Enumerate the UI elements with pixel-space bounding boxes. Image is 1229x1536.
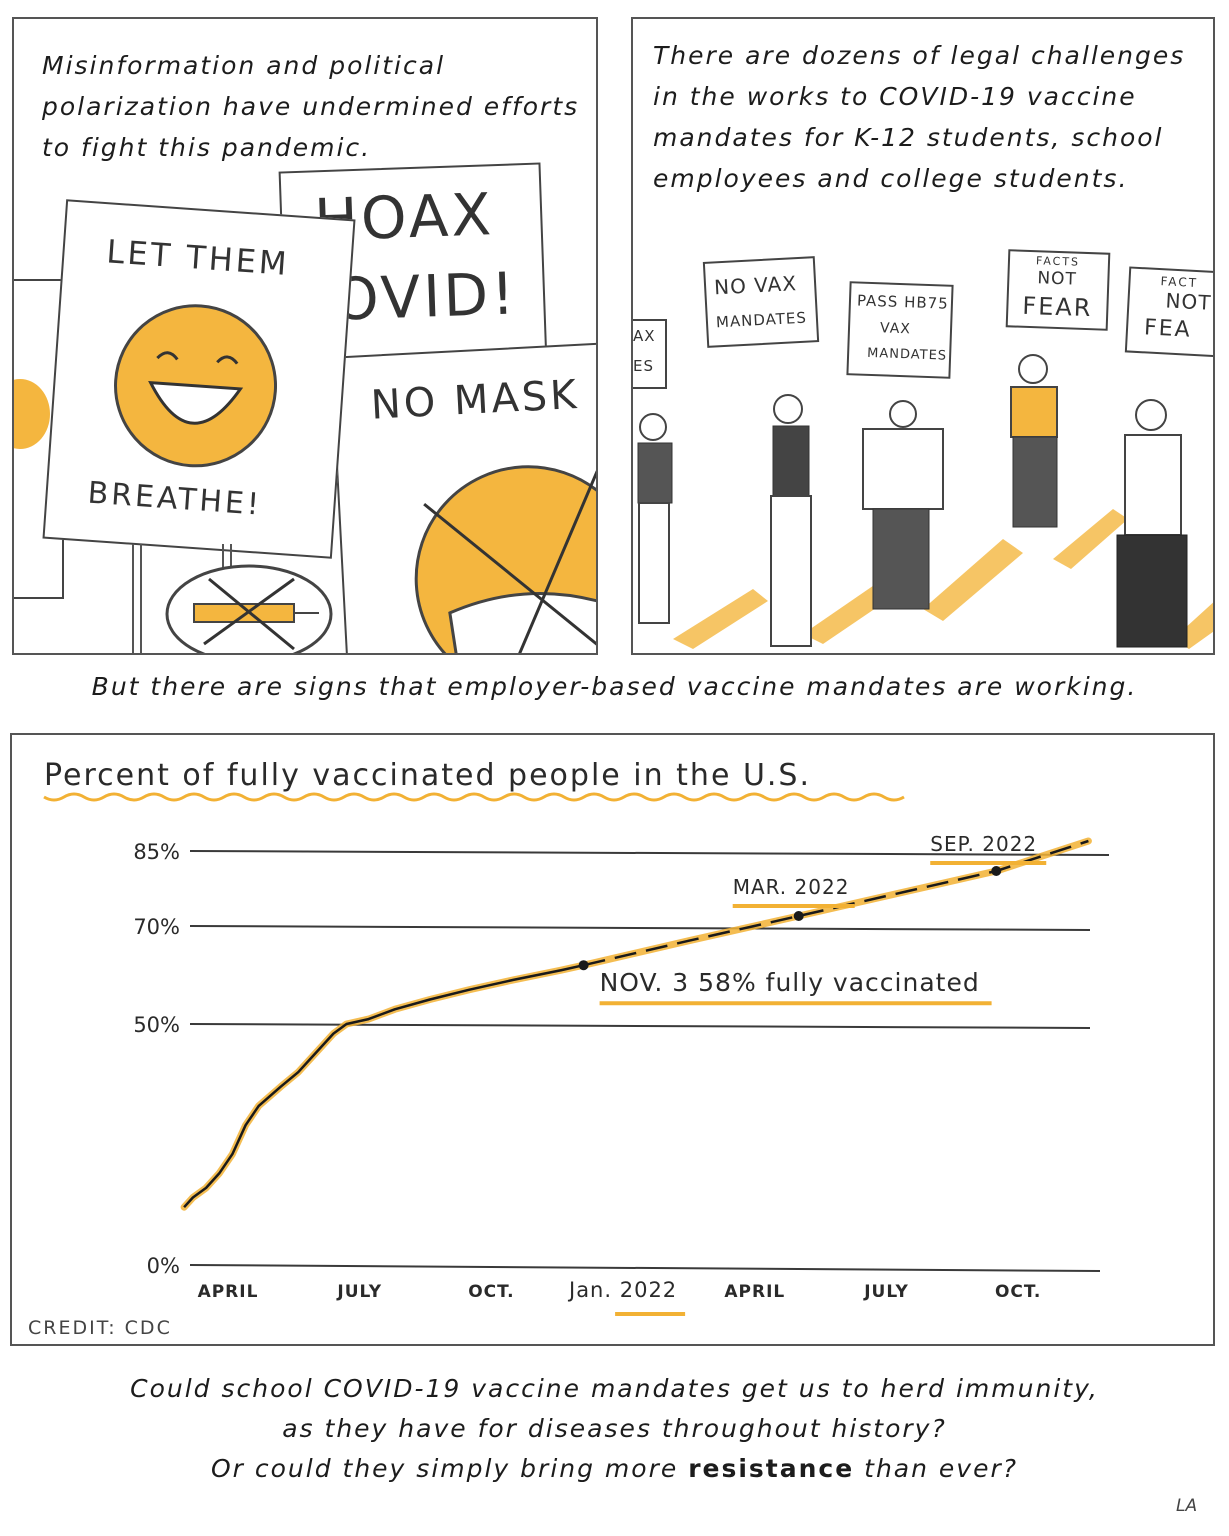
vaccination-line-chart: Percent of fully vaccinated people in th…: [43, 758, 1110, 1316]
sign-facts-text: FACTS: [1035, 254, 1081, 269]
sign-left-partial: AX ES: [633, 319, 667, 389]
y-tick-label: 0%: [147, 1254, 180, 1278]
x-tick-label: APRIL: [724, 1282, 785, 1302]
sign-no-mask-text: NO MASK: [369, 371, 581, 429]
panel2-caption-line-3: mandates for K-12 students, school: [653, 123, 1164, 152]
sign-stick: [132, 544, 142, 653]
panel1-caption-line-3: to fight this pandemic.: [42, 133, 372, 162]
data-point: [578, 960, 589, 971]
x-tick-label: APRIL: [198, 1282, 259, 1302]
series-highlight: [180, 961, 588, 1211]
bottom-caption-line-2: as they have for diseases throughout his…: [282, 1414, 947, 1443]
annotation-label: MAR. 2022: [733, 875, 850, 899]
panel2-caption-line-4: employees and college students.: [653, 164, 1129, 193]
bottom-caption-line-1: Could school COVID-19 vaccine mandates g…: [130, 1374, 1099, 1403]
x-tick-label: OCT.: [995, 1282, 1041, 1302]
sign-let-them-breathe: LET THEM BREATHE!: [42, 199, 356, 559]
gridline: [189, 850, 1110, 856]
annotation-label: NOV. 3 58% fully vaccinated: [600, 968, 980, 997]
y-tick-label: 70%: [133, 915, 180, 939]
bottom-caption-line-3-post: than ever?: [864, 1454, 1019, 1483]
sign-no-vax-mandates: NO VAX MANDATES: [702, 256, 820, 348]
sign-facts-not-fear: FACTS NOT FEAR: [1005, 249, 1111, 331]
panel2-caption: There are dozens of legal challenges in …: [653, 35, 1185, 199]
middle-caption: But there are signs that employer-based …: [91, 672, 1138, 701]
sign-no-mask: NO MASK: [330, 341, 596, 653]
sign-not-text: NOT: [1037, 268, 1078, 290]
gridline: [189, 1264, 1101, 1272]
sign-fear-text: FEAR: [1021, 291, 1093, 323]
panel1-caption: Misinformation and political polarizatio…: [42, 45, 579, 168]
panel2-caption-line-2: in the works to COVID-19 vaccine: [653, 82, 1137, 111]
panel1-caption-line-2: polarization have undermined efforts: [42, 92, 580, 121]
x-tick-label: Jan. 2022: [567, 1278, 677, 1302]
sign-left-partial-text-1: AX: [633, 327, 656, 345]
sign-mandates-text: MANDATES: [715, 308, 808, 332]
crossed-syringe-icon: [165, 564, 333, 653]
panel-misinformation: Misinformation and political polarizatio…: [12, 17, 598, 655]
chart-panel: Percent of fully vaccinated people in th…: [10, 733, 1215, 1346]
chart-credit: CREDIT: CDC: [28, 1317, 172, 1339]
panel1-caption-line-1: Misinformation and political: [42, 51, 446, 80]
bottom-caption-line-3: Or could they simply bring more resistan…: [0, 1454, 1229, 1483]
gridline: [189, 925, 1091, 931]
projection-line: [583, 839, 1089, 967]
sign-let-them-text: LET THEM: [105, 232, 291, 283]
bottom-caption-line-3-pre: Or could they simply bring more: [210, 1454, 679, 1483]
resistance-word: resistance: [688, 1454, 855, 1483]
x-tick-label: OCT.: [468, 1282, 514, 1302]
gridline: [189, 1023, 1091, 1029]
x-tick-label: JULY: [336, 1282, 382, 1302]
x-tick-label: JULY: [863, 1282, 909, 1302]
annotation-label: SEP. 2022: [930, 832, 1037, 856]
artist-signature: LA: [1176, 1496, 1198, 1516]
smiley-face-icon: [114, 304, 278, 468]
sign-pass-vax-text: VAX: [879, 320, 912, 338]
sign-no-vax-text: NO VAX: [713, 271, 798, 300]
panel-legal-challenges: There are dozens of legal challenges in …: [631, 17, 1215, 655]
sign-not-text-2: NOT: [1164, 288, 1213, 315]
y-tick-label: 50%: [133, 1013, 180, 1037]
title-underline: [43, 792, 905, 802]
chart-title: Percent of fully vaccinated people in th…: [44, 758, 811, 793]
protesters-illustration: [637, 354, 1213, 649]
masked-face-icon: [414, 459, 596, 653]
panel2-caption-line-1: There are dozens of legal challenges: [653, 41, 1186, 70]
data-point: [991, 866, 1002, 876]
sign-breathe-text: BREATHE!: [86, 475, 264, 523]
actual-line: [183, 963, 584, 1209]
y-tick-label: 85%: [133, 840, 180, 864]
data-point: [793, 911, 804, 921]
sign-covid-text: OVID!: [331, 259, 519, 334]
sign-left-partial-text-2: ES: [633, 357, 654, 375]
sign-pass-hb-text: PASS HB75: [856, 291, 950, 313]
